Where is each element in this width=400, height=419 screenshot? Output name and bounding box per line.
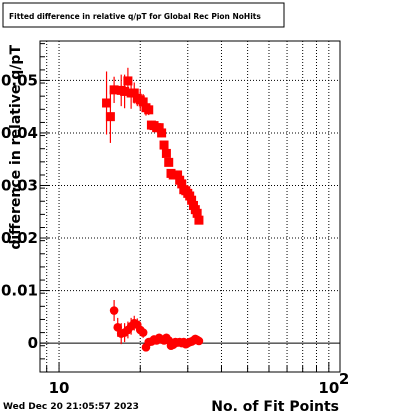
data-point — [164, 157, 174, 167]
x-tick-labels: 10 10 2 — [49, 370, 350, 397]
data-point — [120, 86, 130, 96]
y-axis-label: difference in relative q/pT — [8, 45, 24, 250]
y-tick-label: 0.05 — [1, 71, 38, 89]
x-tick-exponent: 2 — [339, 370, 349, 388]
data-point — [113, 323, 123, 332]
data-point — [129, 88, 139, 98]
x-tick-label: 10 — [49, 379, 70, 397]
plot-frame — [39, 40, 341, 373]
data-point — [159, 140, 169, 150]
data-point — [144, 105, 154, 115]
title-frame — [2, 2, 285, 28]
y-tick-label: 0.01 — [1, 282, 38, 300]
axis-ticks — [40, 43, 330, 373]
data-point — [187, 195, 197, 205]
data-point — [161, 148, 171, 158]
data-point — [157, 128, 167, 138]
y-tick-labels: 0 0.01 0.02 0.03 0.04 0.05 — [1, 71, 38, 352]
x-tick-label: 10 — [318, 379, 339, 397]
data-point — [109, 85, 119, 95]
y-tick-label: 0.03 — [1, 176, 38, 194]
timestamp-footer: Wed Dec 20 21:05:57 2023 — [3, 402, 139, 412]
data-point — [109, 306, 119, 315]
series-1 — [102, 67, 204, 225]
data-point — [194, 215, 204, 225]
data-point — [123, 76, 133, 86]
data-point — [194, 336, 204, 346]
title-box: Fitted difference in relative q/pT for G… — [2, 2, 285, 28]
y-tick-label: 0.04 — [1, 124, 38, 142]
y-tick-label: 0 — [28, 334, 38, 352]
data-point — [173, 170, 183, 180]
series-2 — [109, 300, 204, 352]
data-point — [138, 97, 148, 107]
data-point — [177, 179, 187, 189]
data-point — [154, 123, 164, 133]
data-point — [102, 98, 112, 108]
x-axis-label: No. of Fit Points — [211, 399, 339, 414]
y-tick-label: 0.02 — [1, 229, 38, 247]
chart-title: Fitted difference in relative q/pT for G… — [9, 12, 261, 21]
grid-layer — [40, 41, 340, 372]
data-point — [138, 328, 148, 337]
series-layer — [102, 67, 204, 352]
data-point — [192, 208, 202, 218]
data-point — [105, 112, 115, 122]
